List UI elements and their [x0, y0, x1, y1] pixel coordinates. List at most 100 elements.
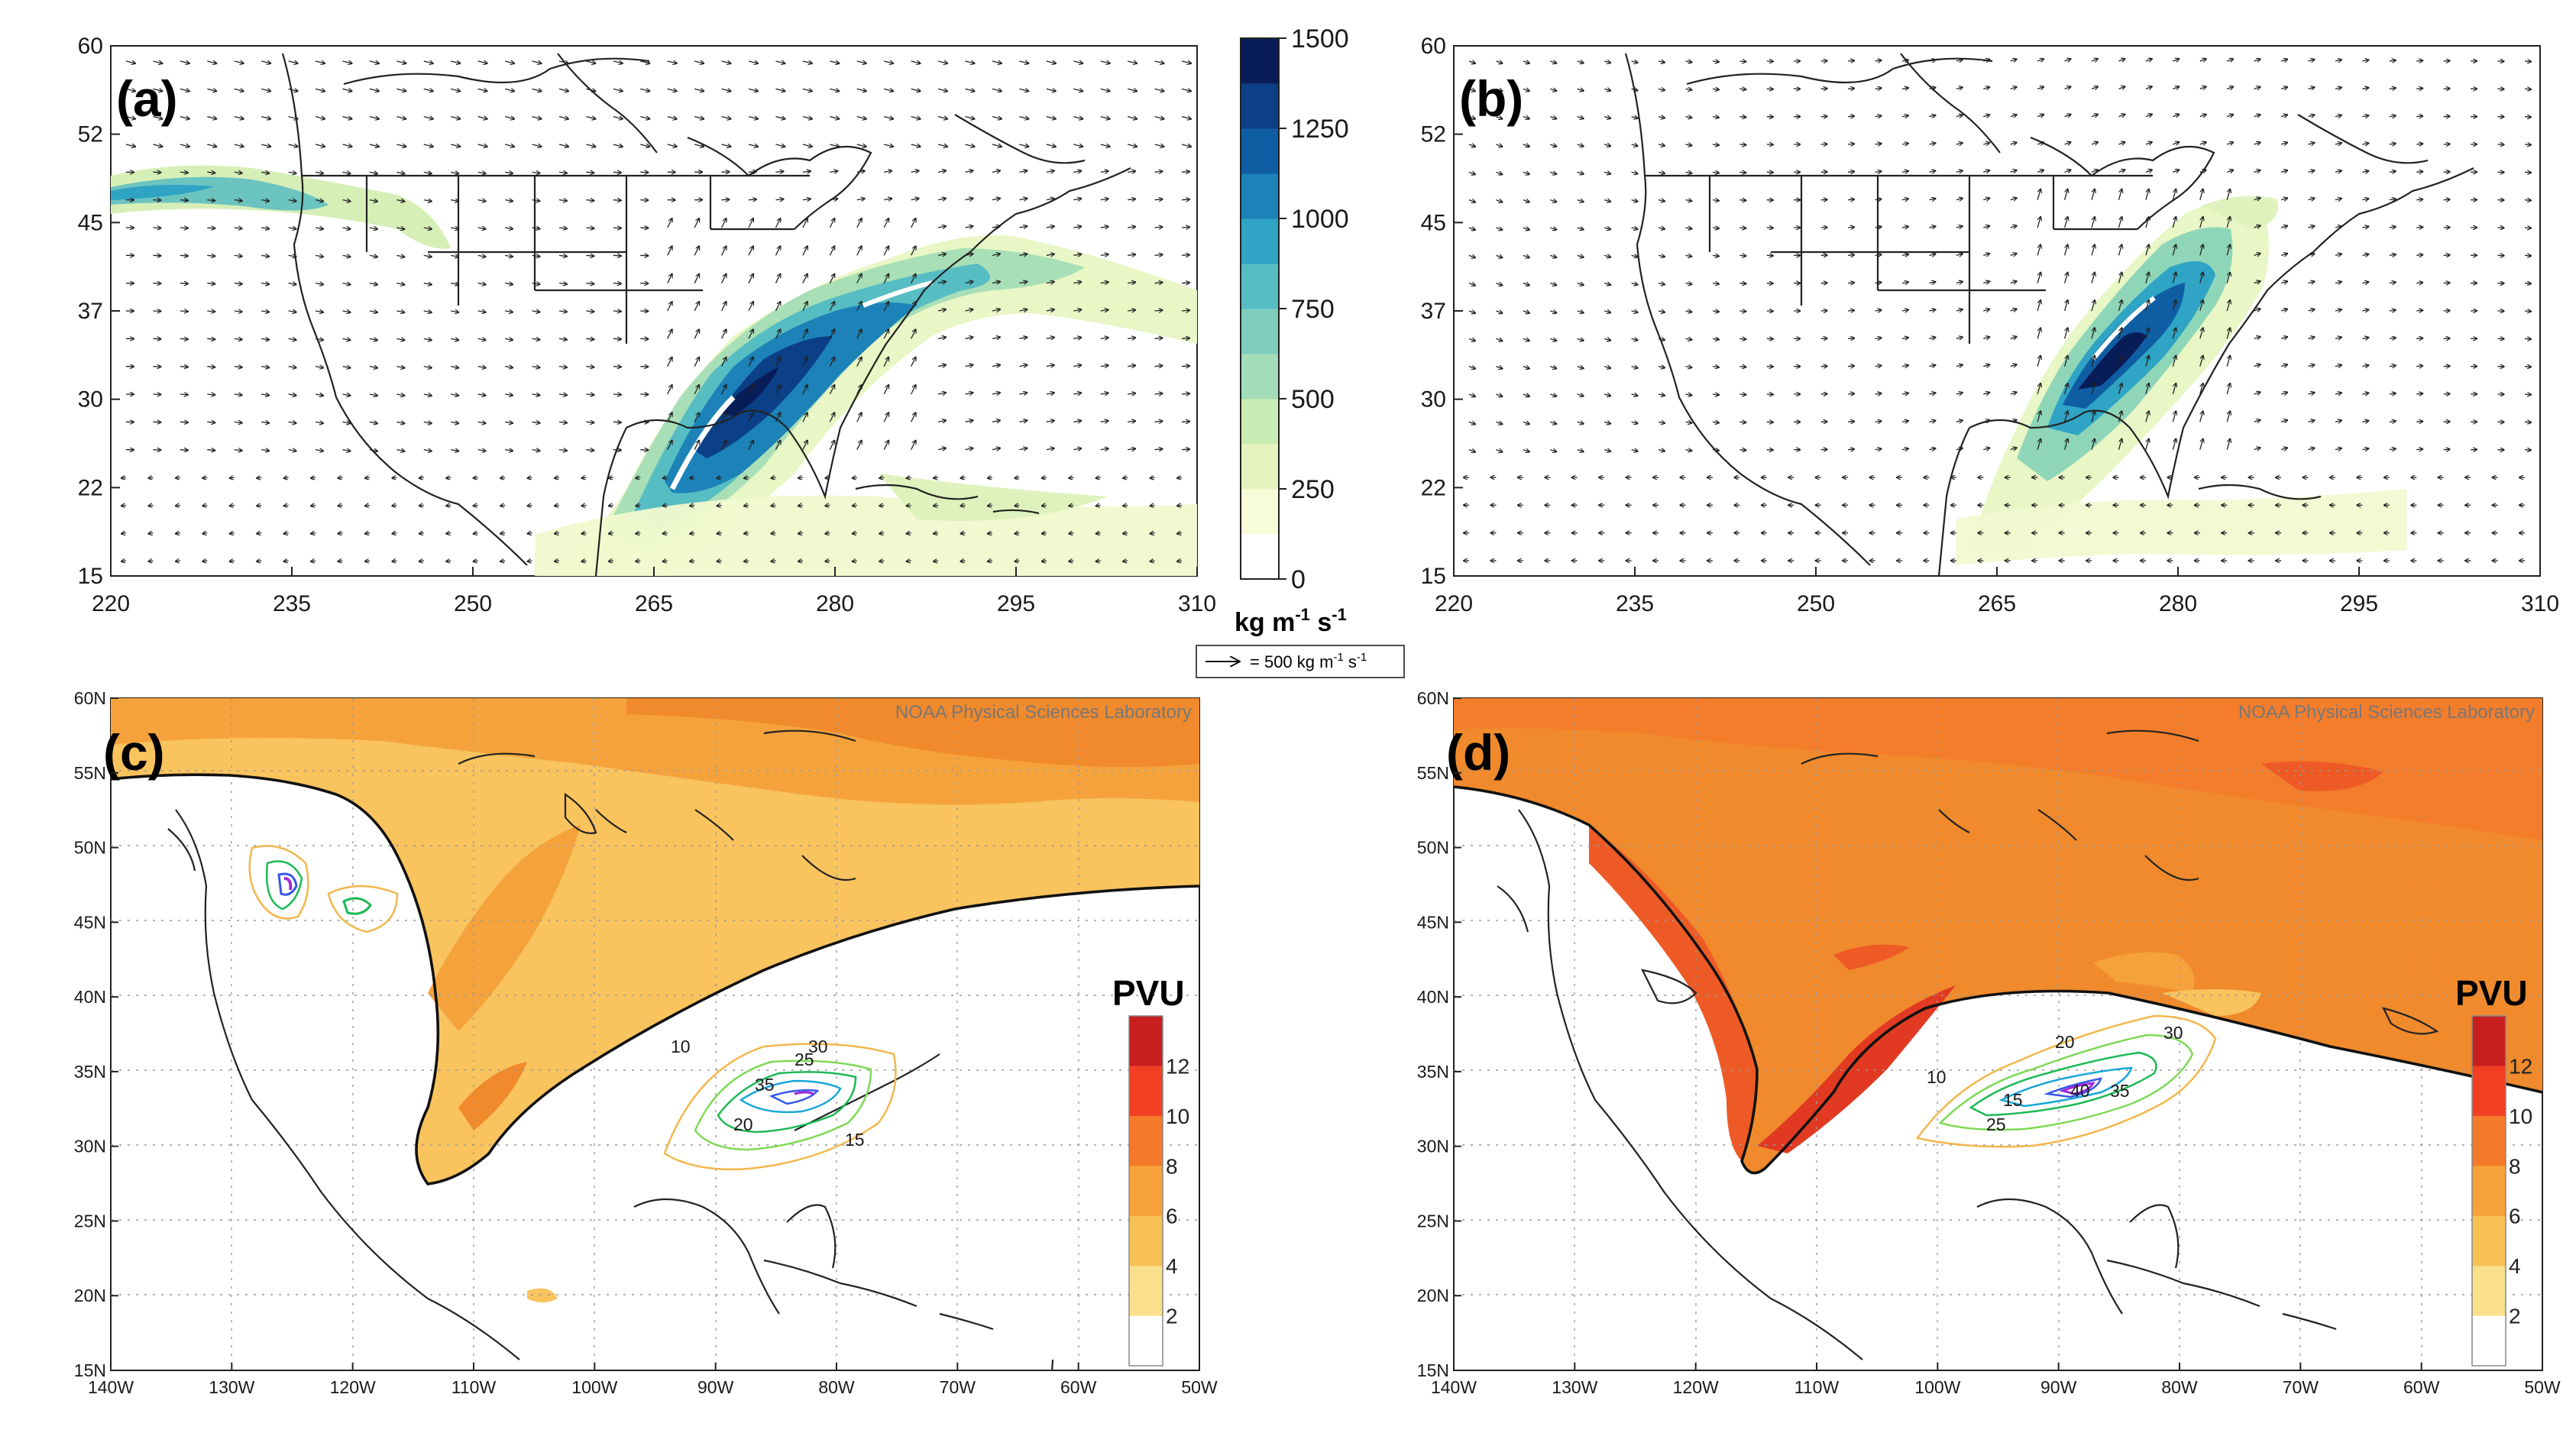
- panel-a-wind-arrow: [586, 144, 595, 147]
- panel-b-wind-arrow: [1496, 61, 1502, 63]
- panel-a-wind-arrow: [802, 218, 807, 228]
- panel-a-wind-arrow: [1073, 144, 1083, 147]
- panel-a-wind-arrow: [1073, 89, 1083, 91]
- panel-a-wind-arrow: [884, 199, 892, 200]
- panel-b-y-tick-label: 52: [1421, 122, 1446, 147]
- panel-b-wind-arrow: [1848, 393, 1854, 394]
- panel-a-wind-arrow: [992, 393, 1000, 394]
- panel-a-wind-arrow: [1154, 61, 1164, 63]
- panel-a-wind-arrow: [911, 218, 916, 228]
- panel-a-wind-arrow: [853, 533, 857, 534]
- panel-a-wind-arrow: [1073, 226, 1081, 228]
- panel-b-wind-arrow: [2118, 59, 2125, 61]
- panel-a-wind-arrow: [477, 394, 486, 396]
- panel-b-wind-arrow: [2037, 87, 2044, 89]
- panel-a-wind-arrow: [474, 477, 478, 478]
- panel-d-y-tick-label: 20N: [1417, 1286, 1449, 1305]
- panel-a-wind-arrow: [911, 329, 916, 339]
- panel-a-wind-arrow: [694, 357, 699, 367]
- ivt-colorbar-tick-label: 1000: [1291, 205, 1349, 234]
- panel-b-wind-arrow: [1604, 200, 1610, 202]
- panel-a-wind-arrow: [392, 533, 397, 534]
- panel-b-wind-arrow: [1929, 88, 1935, 89]
- panel-d-y-tick-label: 45N: [1417, 912, 1449, 932]
- panel-b-wind-arrow: [2145, 59, 2152, 61]
- panel-a-wind-arrow: [342, 422, 350, 423]
- panel-a-wind-arrow: [992, 117, 1002, 119]
- panel-a-wind-arrow: [802, 357, 807, 367]
- panel-b-wind-arrow: [1739, 338, 1746, 339]
- panel-a-wind-arrow: [419, 477, 424, 478]
- panel-a-wind-arrow: [504, 144, 514, 147]
- panel-a-wind-arrow: [1127, 89, 1137, 91]
- panel-a-wind-arrow: [315, 338, 323, 340]
- panel-a-wind-arrow: [802, 329, 807, 339]
- panel-a-wind-arrow: [230, 477, 235, 478]
- panel-a-x-tick-label: 250: [454, 591, 492, 616]
- panel-a-wind-arrow: [477, 450, 486, 451]
- contour-c-label-35: 35: [755, 1075, 775, 1095]
- panel-a-wind-arrow: [1046, 365, 1054, 367]
- panel-a-wind-arrow: [586, 200, 594, 201]
- panel-a-wind-arrow: [1150, 533, 1155, 534]
- panel-b-wind-arrow: [1739, 200, 1746, 201]
- panel-a-wind-arrow: [667, 61, 677, 63]
- panel-c-x-tick-label: 100W: [571, 1377, 617, 1397]
- panel-a-wind-arrow: [451, 117, 460, 119]
- panel-a-wind-arrow: [988, 477, 993, 478]
- panel-a-wind-arrow: [613, 255, 621, 256]
- panel-a-wind-arrow: [532, 338, 540, 339]
- panel-b-wind-arrow: [2524, 144, 2531, 145]
- panel-a-wind-arrow: [153, 61, 162, 63]
- panel-b-wind-arrow: [2064, 170, 2071, 172]
- panel-b-wind-arrow: [2037, 170, 2044, 173]
- panel-c-pv-colorbar-swatch: [1129, 1016, 1163, 1066]
- panel-b-wind-arrow: [1550, 144, 1556, 147]
- panel-a-wind-arrow: [1100, 448, 1108, 449]
- panel-a-wind-arrow: [798, 533, 804, 534]
- panel-a-wind-arrow: [856, 329, 862, 339]
- panel-a-wind-arrow: [369, 228, 377, 229]
- panel-a-wind-arrow: [1046, 171, 1054, 173]
- panel-b-wind-arrow: [1956, 60, 1963, 61]
- contour-d-label-15: 15: [2003, 1090, 2023, 1110]
- panel-a-wind-arrow: [396, 422, 404, 423]
- panel-a-wind-arrow: [992, 365, 1000, 367]
- panel-a-wind-arrow: [338, 477, 343, 478]
- panel-a-wind-arrow: [558, 200, 567, 201]
- panel-b-wind-arrow: [1496, 144, 1502, 147]
- panel-b-wind-arrow: [1577, 172, 1584, 174]
- panel-d-pv-colorbar-tick-label: 6: [2509, 1205, 2521, 1228]
- panel-b-wind-arrow: [2335, 171, 2341, 173]
- panel-a-wind-arrow: [315, 311, 323, 312]
- panel-a-wind-arrow: [311, 477, 316, 478]
- panel-a-wind-arrow: [883, 357, 888, 367]
- panel-a-y-tick-label: 52: [78, 122, 103, 147]
- panel-a-wind-arrow: [477, 228, 486, 229]
- panel-a-wind-arrow: [315, 200, 323, 202]
- panel-a-wind-arrow: [261, 200, 269, 201]
- panel-a-wind-arrow: [721, 357, 727, 367]
- panel-a-wind-arrow: [396, 338, 404, 340]
- panel-a-wind-arrow: [477, 338, 486, 340]
- panel-a-wind-arrow: [667, 412, 672, 422]
- panel-a-wind-arrow: [992, 226, 1000, 228]
- panel-a-wind-arrow: [180, 200, 188, 201]
- panel-b-wind-arrow: [2254, 115, 2260, 117]
- panel-c-x-tick-label: 130W: [209, 1377, 254, 1397]
- panel-b-wind-arrow: [2362, 60, 2368, 61]
- panel-a-wind-arrow: [1128, 421, 1135, 422]
- panel-a-wind-arrow: [721, 329, 727, 339]
- ivt-unit-exp1: -1: [1295, 605, 1310, 624]
- panel-b-wind-arrow: [2010, 59, 2017, 61]
- panel-a-wind-arrow: [744, 533, 749, 534]
- panel-a-wind-arrow: [1123, 477, 1128, 478]
- panel-b-wind-arrow: [2064, 86, 2071, 89]
- panel-b-wind-arrow: [2416, 255, 2422, 256]
- panel-a-wind-arrow: [342, 117, 351, 119]
- panel-a-wind-arrow: [1154, 144, 1164, 147]
- ivt-colorbar-swatch: [1241, 489, 1279, 535]
- panel-a-wind-arrow: [423, 89, 433, 91]
- panel-b-wind-arrow: [1901, 115, 1908, 116]
